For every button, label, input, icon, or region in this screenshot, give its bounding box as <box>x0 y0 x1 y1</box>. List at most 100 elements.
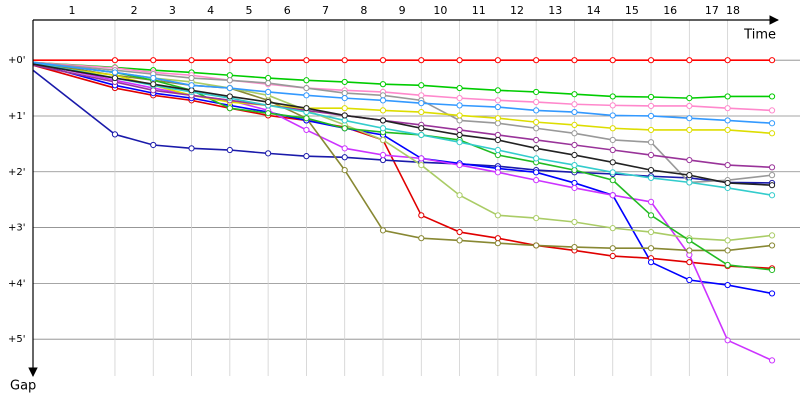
data-point <box>150 81 157 88</box>
data-point <box>571 179 578 187</box>
data-point <box>150 87 157 94</box>
y-tick-label: +1' <box>8 111 26 122</box>
data-point <box>418 82 425 89</box>
data-point <box>265 88 272 96</box>
x-tick-label: 4 <box>207 4 214 17</box>
data-point <box>456 139 463 146</box>
data-point <box>768 164 776 171</box>
data-point <box>724 93 731 100</box>
data-point <box>686 102 693 110</box>
data-point <box>686 276 693 284</box>
data-point <box>647 126 655 134</box>
data-point <box>768 172 776 179</box>
data-point <box>533 125 540 132</box>
data-point <box>265 79 272 87</box>
data-point <box>303 77 310 84</box>
data-point <box>379 136 387 144</box>
data-point <box>533 242 540 249</box>
data-point <box>418 212 425 219</box>
data-point <box>724 105 731 112</box>
data-point <box>571 151 578 159</box>
data-point <box>379 81 387 88</box>
data-point <box>111 69 119 76</box>
data-point <box>341 112 348 119</box>
plot-area <box>32 57 776 364</box>
data-point <box>226 146 233 154</box>
x-axis-label: Time <box>743 28 776 43</box>
y-tick-label: +5' <box>8 334 26 345</box>
data-point <box>609 252 616 260</box>
data-point <box>303 57 310 64</box>
data-point <box>609 57 616 64</box>
x-tick-label: 8 <box>360 4 367 17</box>
data-point <box>609 245 616 252</box>
data-point <box>341 125 348 132</box>
data-point <box>265 110 272 117</box>
data-point <box>456 192 463 199</box>
data-point <box>226 84 233 92</box>
data-point <box>686 259 693 266</box>
data-point <box>418 92 425 99</box>
data-point <box>111 74 119 82</box>
x-tick-label: 18 <box>726 4 740 17</box>
x-tick-label: 17 <box>705 4 719 17</box>
data-point <box>418 125 425 132</box>
data-point <box>379 92 387 99</box>
data-point <box>341 117 348 124</box>
data-point <box>533 145 540 152</box>
data-point <box>686 95 693 102</box>
data-point <box>341 89 348 97</box>
data-point <box>768 107 776 114</box>
data-point <box>768 182 776 189</box>
data-point <box>533 88 540 96</box>
data-point <box>768 192 776 199</box>
x-tick-label: 5 <box>245 4 252 17</box>
y-tick-label: +3' <box>8 223 26 234</box>
data-point <box>226 72 233 79</box>
data-point <box>647 139 655 146</box>
data-point <box>150 74 157 82</box>
data-point <box>647 198 655 206</box>
data-point <box>456 126 463 134</box>
data-point <box>768 93 776 100</box>
data-point <box>724 184 731 192</box>
data-point <box>686 126 693 134</box>
data-point <box>418 161 425 169</box>
data-point <box>418 108 425 116</box>
x-tick-label: 14 <box>587 4 601 17</box>
data-point <box>226 93 233 100</box>
data-point <box>609 192 616 199</box>
data-point <box>418 155 425 162</box>
x-tick-label: 2 <box>131 4 138 17</box>
data-point <box>647 57 655 64</box>
data-point <box>456 95 463 102</box>
data-point <box>768 232 776 239</box>
y-tick-label: +0' <box>8 55 26 66</box>
data-point <box>724 57 731 64</box>
data-point <box>303 115 310 122</box>
data-point <box>647 102 655 110</box>
data-point <box>379 156 387 164</box>
data-point <box>571 57 578 64</box>
data-point <box>609 225 616 232</box>
data-point <box>456 102 463 109</box>
data-point <box>456 84 463 92</box>
data-point <box>265 74 272 82</box>
data-point <box>609 169 616 176</box>
data-point <box>379 97 387 104</box>
data-point <box>456 112 463 119</box>
x-tick-label: 1 <box>69 4 76 17</box>
y-tick-label: +4' <box>8 278 26 289</box>
data-point <box>609 177 616 184</box>
data-point <box>341 78 348 86</box>
data-point <box>265 150 272 157</box>
data-point <box>571 108 578 116</box>
data-point <box>609 112 616 119</box>
data-point <box>418 57 425 64</box>
data-point <box>494 240 501 247</box>
data-point <box>571 167 578 174</box>
data-point <box>571 121 578 129</box>
y-tick-label: +2' <box>8 167 26 178</box>
